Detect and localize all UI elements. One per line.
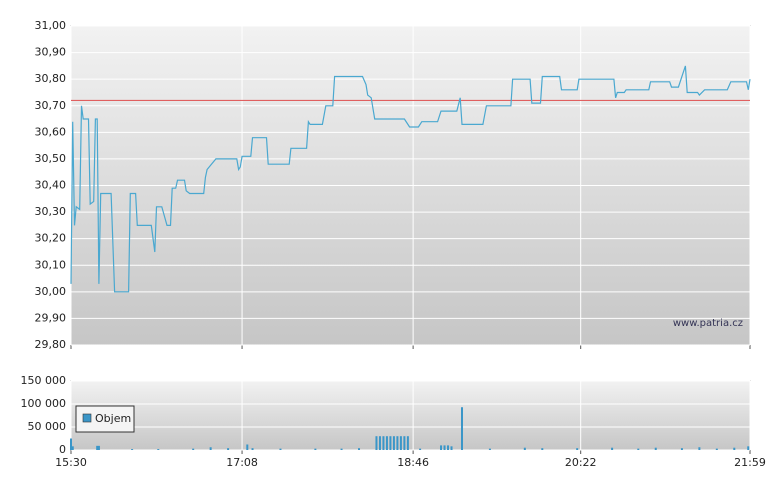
y-tick-label: 30,90	[35, 46, 67, 59]
y-tick-label: 30,00	[35, 285, 67, 298]
volume-bar	[488, 448, 491, 450]
volume-bar	[70, 438, 72, 450]
y-tick-label: 30,70	[35, 99, 67, 112]
volume-bar	[419, 448, 422, 450]
volume-bar	[389, 436, 392, 450]
x-tick-label: 15:30	[55, 456, 87, 469]
volume-bar	[378, 436, 381, 450]
volume-bar	[375, 436, 378, 450]
volume-bar	[279, 448, 282, 450]
watermark: www.patria.cz	[673, 318, 743, 329]
y-tick-label: 50 000	[28, 420, 67, 433]
volume-bar	[340, 448, 343, 450]
volume-bar	[157, 449, 160, 450]
legend: Objem	[75, 405, 135, 433]
y-tick-label: 0	[59, 443, 66, 456]
volume-bar	[406, 436, 409, 450]
volume-bar	[358, 448, 361, 450]
y-tick-label: 30,60	[35, 125, 67, 138]
volume-bar	[541, 448, 544, 450]
y-tick-label: 31,00	[35, 19, 67, 32]
volume-bar	[392, 436, 395, 450]
y-tick-label: 100 000	[21, 397, 67, 410]
volume-bar	[447, 445, 450, 450]
volume-bar	[382, 436, 385, 450]
volume-bar	[611, 447, 614, 450]
volume-bar	[443, 445, 446, 450]
volume-bar	[97, 445, 100, 450]
y-tick-label: 30,20	[35, 232, 67, 245]
y-tick-label: 30,30	[35, 205, 67, 218]
y-tick-label: 30,10	[35, 258, 67, 271]
volume-bar	[523, 447, 526, 450]
volume-bar	[715, 448, 718, 450]
volume-bar	[399, 436, 402, 450]
x-tick-label: 18:46	[397, 456, 429, 469]
y-tick-label: 29,80	[35, 338, 67, 351]
volume-bar	[227, 448, 230, 450]
x-tick-label: 20:22	[565, 456, 597, 469]
x-tick-label: 17:08	[226, 456, 258, 469]
volume-bar	[733, 447, 736, 450]
volume-bar	[654, 447, 657, 450]
volume-bar	[246, 444, 249, 450]
volume-bar	[131, 449, 134, 450]
legend-swatch	[82, 413, 92, 423]
volume-bar	[403, 436, 406, 450]
legend-label: Objem	[95, 412, 131, 425]
volume-bar	[637, 448, 640, 450]
y-tick-label: 30,40	[35, 179, 67, 192]
volume-bar	[460, 407, 463, 450]
volume-bar	[698, 447, 701, 450]
volume-bar	[450, 446, 453, 450]
y-tick-label: 30,80	[35, 72, 67, 85]
x-tick-label: 21:59	[734, 456, 766, 469]
volume-bar	[314, 448, 317, 450]
volume-bar	[251, 448, 254, 450]
volume-bar	[209, 447, 212, 450]
volume-bar	[192, 448, 195, 450]
volume-bar	[96, 445, 99, 450]
volume-bar	[440, 445, 443, 450]
price-line	[70, 65, 751, 293]
volume-bar	[747, 446, 750, 450]
volume-bar	[396, 436, 399, 450]
volume-plot	[70, 380, 751, 451]
volume-bar	[385, 436, 388, 450]
y-tick-label: 150 000	[21, 374, 67, 387]
volume-bar	[576, 448, 579, 450]
volume-bar	[680, 448, 683, 450]
volume-bar	[71, 446, 74, 450]
y-tick-label: 30,50	[35, 152, 67, 165]
y-tick-label: 29,90	[35, 311, 67, 324]
